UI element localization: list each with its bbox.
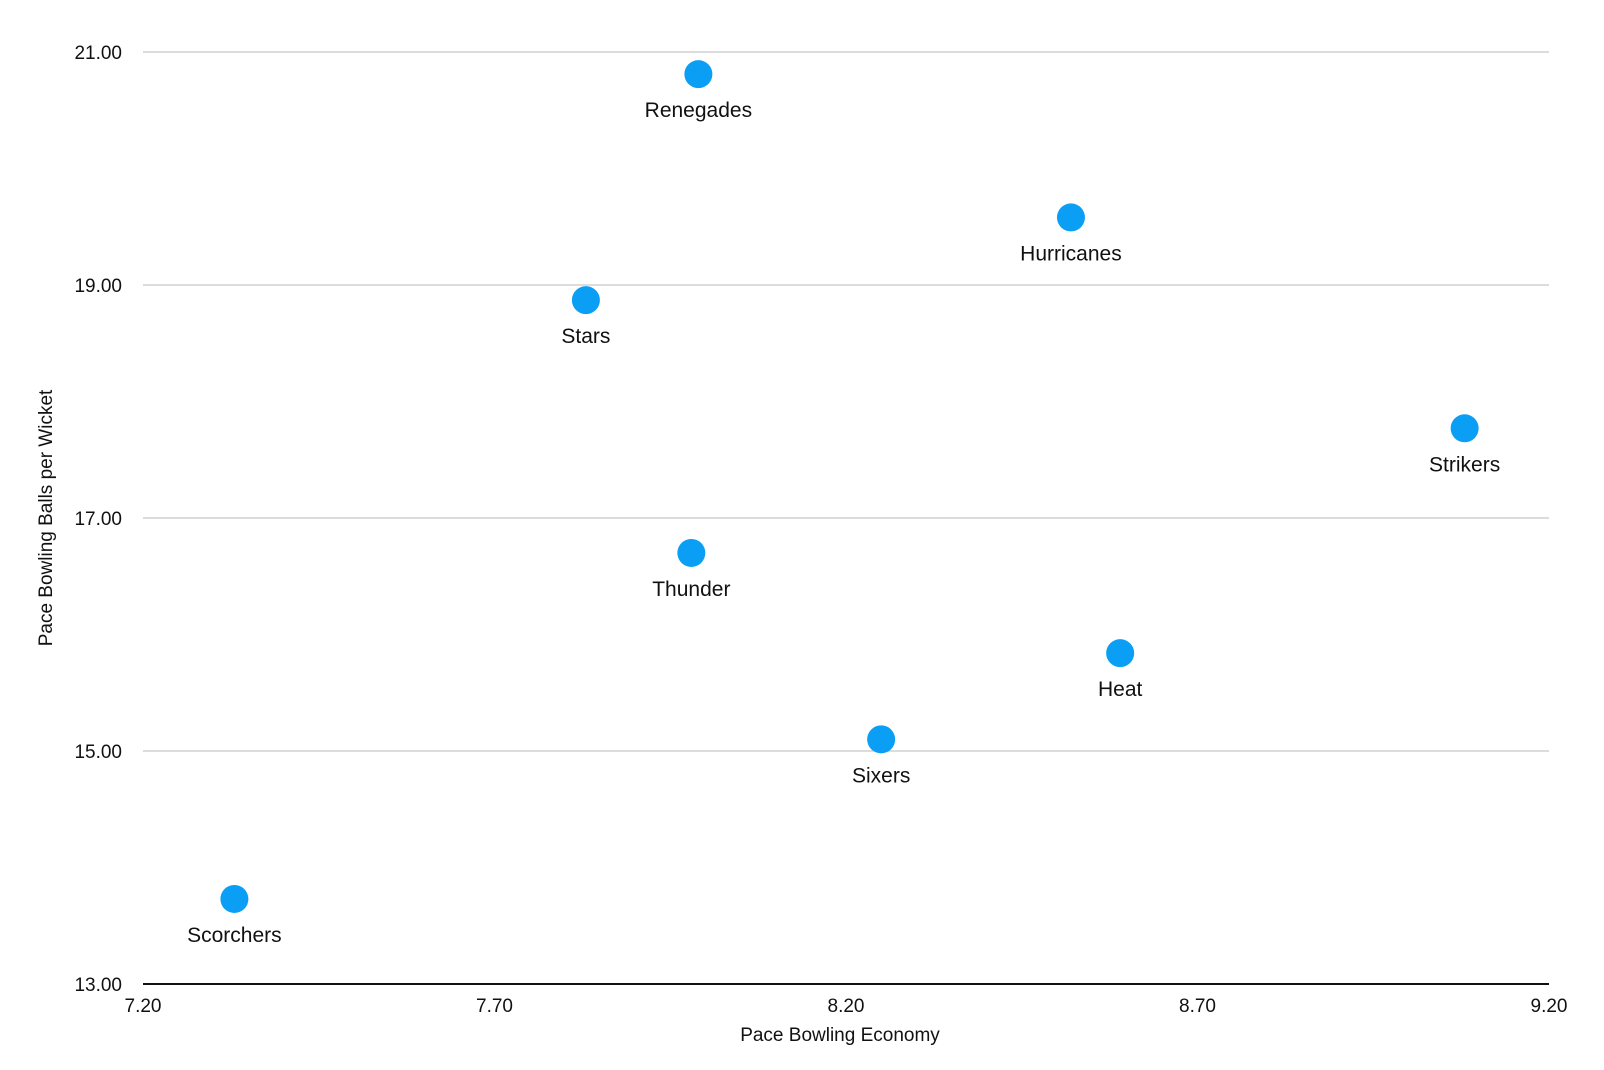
tick-labels: 13.00 15.00 17.00 19.00 21.00 7.20 7.70 8.20 8.7… [74, 43, 1567, 1017]
data-point-heat [1106, 639, 1135, 668]
y-tick-label: 15.00 [74, 742, 122, 763]
x-tick-label: 9.20 [1531, 996, 1568, 1017]
x-tick-label: 7.70 [476, 996, 513, 1017]
grid-lines [143, 51, 1549, 752]
y-tick-label: 21.00 [74, 43, 122, 64]
x-axis-title: Pace Bowling Economy [740, 1025, 940, 1046]
y-axis-title: Pace Bowling Balls per Wicket [36, 389, 57, 646]
point-label-stars: Stars [561, 325, 610, 348]
x-tick-label: 8.70 [1179, 996, 1216, 1017]
data-point-strikers [1450, 414, 1479, 443]
y-tick-label: 19.00 [74, 276, 122, 297]
data-point-hurricanes [1056, 203, 1085, 232]
data-point-sixers [867, 725, 896, 754]
point-label-hurricanes: Hurricanes [1020, 242, 1122, 265]
data-points [220, 60, 1479, 913]
point-labels: Renegades Hurricanes Stars Strikers Thunder H… [187, 99, 1500, 947]
point-label-thunder: Thunder [652, 578, 730, 601]
data-point-stars [571, 286, 600, 315]
x-tick-label: 8.20 [828, 996, 865, 1017]
data-point-renegades [684, 60, 713, 89]
data-point-thunder [677, 538, 706, 567]
point-label-sixers: Sixers [852, 764, 910, 787]
point-label-heat: Heat [1098, 678, 1143, 701]
point-label-strikers: Strikers [1429, 453, 1500, 476]
point-label-renegades: Renegades [645, 99, 752, 122]
y-tick-label: 17.00 [74, 509, 122, 530]
point-label-scorchers: Scorchers [187, 924, 282, 947]
x-tick-label: 7.20 [125, 996, 162, 1017]
data-point-scorchers [220, 884, 249, 913]
y-tick-label: 13.00 [74, 975, 122, 996]
